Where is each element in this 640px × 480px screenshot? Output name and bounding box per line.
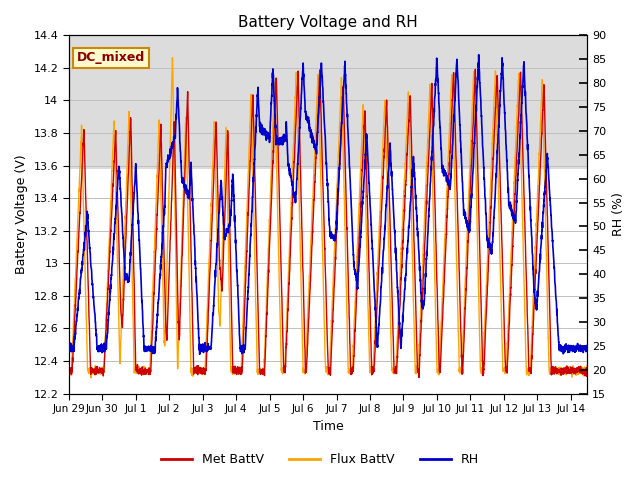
X-axis label: Time: Time bbox=[313, 420, 344, 432]
Y-axis label: RH (%): RH (%) bbox=[612, 192, 625, 237]
Y-axis label: Battery Voltage (V): Battery Voltage (V) bbox=[15, 155, 28, 274]
Title: Battery Voltage and RH: Battery Voltage and RH bbox=[238, 15, 418, 30]
Text: DC_mixed: DC_mixed bbox=[77, 51, 145, 64]
Legend: Met BattV, Flux BattV, RH: Met BattV, Flux BattV, RH bbox=[156, 448, 484, 471]
Bar bbox=[69, 36, 588, 169]
